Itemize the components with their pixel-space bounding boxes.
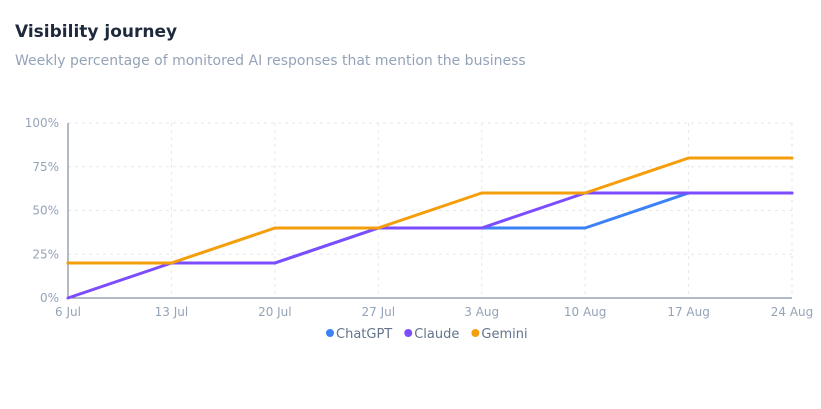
legend-item-gemini[interactable]: Gemini (471, 327, 528, 342)
x-tick-label: 17 Aug (667, 305, 710, 319)
chart-subtitle: Weekly percentage of monitored AI respon… (15, 53, 526, 69)
y-tick-label: 0% (40, 291, 59, 305)
legend-label: Claude (414, 327, 459, 342)
legend-label: ChatGPT (336, 327, 392, 342)
x-tick-label: 3 Aug (464, 305, 499, 319)
legend-marker (404, 329, 413, 337)
x-tick-label: 20 Jul (258, 305, 292, 319)
x-tick-label: 6 Jul (55, 305, 81, 319)
x-tick-labels: 6 Jul 13 Jul 20 Jul 27 Jul 3 Aug 10 Aug 17 Aug… (55, 305, 813, 319)
legend-label: Gemini (481, 327, 527, 342)
series-lines (66, 156, 794, 300)
x-tick-label: 27 Jul (362, 305, 396, 319)
legend: ChatGPT Claude Gemini (326, 327, 528, 342)
axes (67, 123, 792, 299)
series-line-claude (66, 191, 794, 300)
grid-lines (68, 122, 793, 298)
series-line-gemini (66, 156, 794, 265)
y-tick-label: 75% (32, 160, 59, 174)
legend-marker (326, 329, 334, 337)
y-tick-label: 100% (25, 116, 59, 130)
y-tick-label: 50% (32, 204, 59, 218)
legend-item-chatgpt[interactable]: ChatGPT (326, 327, 392, 342)
chart-title: Visibility journey (15, 22, 178, 42)
y-tick-label: 25% (32, 247, 59, 261)
x-tick-label: 24 Aug (771, 305, 814, 319)
x-tick-label: 13 Jul (155, 305, 189, 319)
legend-marker (471, 329, 480, 337)
legend-item-claude[interactable]: Claude (404, 327, 459, 342)
x-tick-label: 10 Aug (564, 305, 607, 319)
y-tick-labels: 0% 25% 50% 75% 100% (25, 116, 59, 305)
